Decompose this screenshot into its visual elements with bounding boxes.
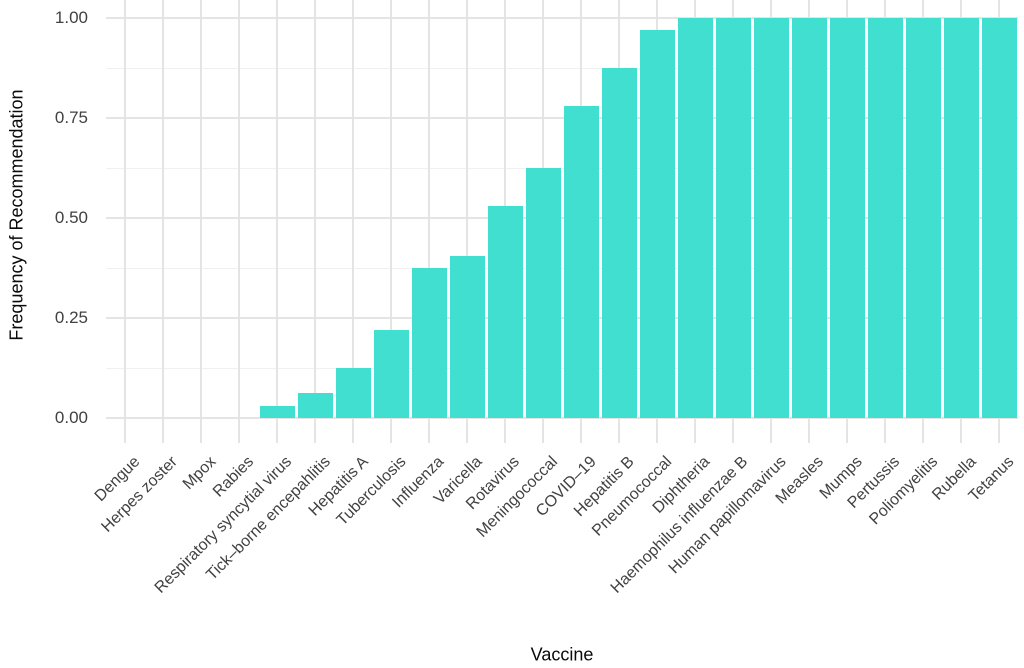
major-gridline-vertical: [390, 0, 392, 443]
bar: [868, 18, 903, 418]
major-gridline-horizontal: [106, 217, 1018, 219]
y-tick-label: 0.00: [54, 408, 88, 427]
bar: [944, 18, 979, 418]
major-gridline-horizontal: [106, 17, 1018, 19]
bar: [260, 406, 295, 418]
bar: [488, 206, 523, 418]
y-tick-label: 0.75: [54, 108, 88, 127]
minor-gridline-horizontal: [106, 367, 1018, 369]
minor-gridline-horizontal: [106, 267, 1018, 269]
bar: [564, 106, 599, 418]
y-tick-label: 0.50: [54, 208, 88, 227]
major-gridline-horizontal: [106, 117, 1018, 119]
major-gridline-vertical: [162, 0, 164, 443]
bar: [906, 18, 941, 418]
major-gridline-horizontal: [106, 417, 1018, 419]
bar: [640, 30, 675, 418]
major-gridline-vertical: [352, 0, 354, 443]
bar: [298, 393, 333, 418]
bar: [336, 368, 371, 418]
major-gridline-vertical: [276, 0, 278, 443]
bar: [754, 18, 789, 418]
bar: [526, 168, 561, 418]
major-gridline-vertical: [428, 0, 430, 443]
x-axis-title: Vaccine: [530, 644, 594, 665]
major-gridline-horizontal: [106, 317, 1018, 319]
bar: [792, 18, 827, 418]
bar: [602, 68, 637, 418]
major-gridline-vertical: [124, 0, 126, 443]
y-tick-label: 1.00: [54, 8, 88, 27]
major-gridline-vertical: [314, 0, 316, 443]
bar: [450, 256, 485, 418]
bar: [716, 18, 751, 418]
major-gridline-vertical: [466, 0, 468, 443]
bar: [412, 268, 447, 418]
major-gridline-vertical: [200, 0, 202, 443]
major-gridline-vertical: [238, 0, 240, 443]
minor-gridline-horizontal: [106, 67, 1018, 69]
y-tick-label: 0.25: [54, 308, 88, 327]
bar: [678, 18, 713, 418]
bar: [830, 18, 865, 418]
bar: [374, 330, 409, 418]
minor-gridline-horizontal: [106, 167, 1018, 169]
bar: [982, 18, 1017, 418]
